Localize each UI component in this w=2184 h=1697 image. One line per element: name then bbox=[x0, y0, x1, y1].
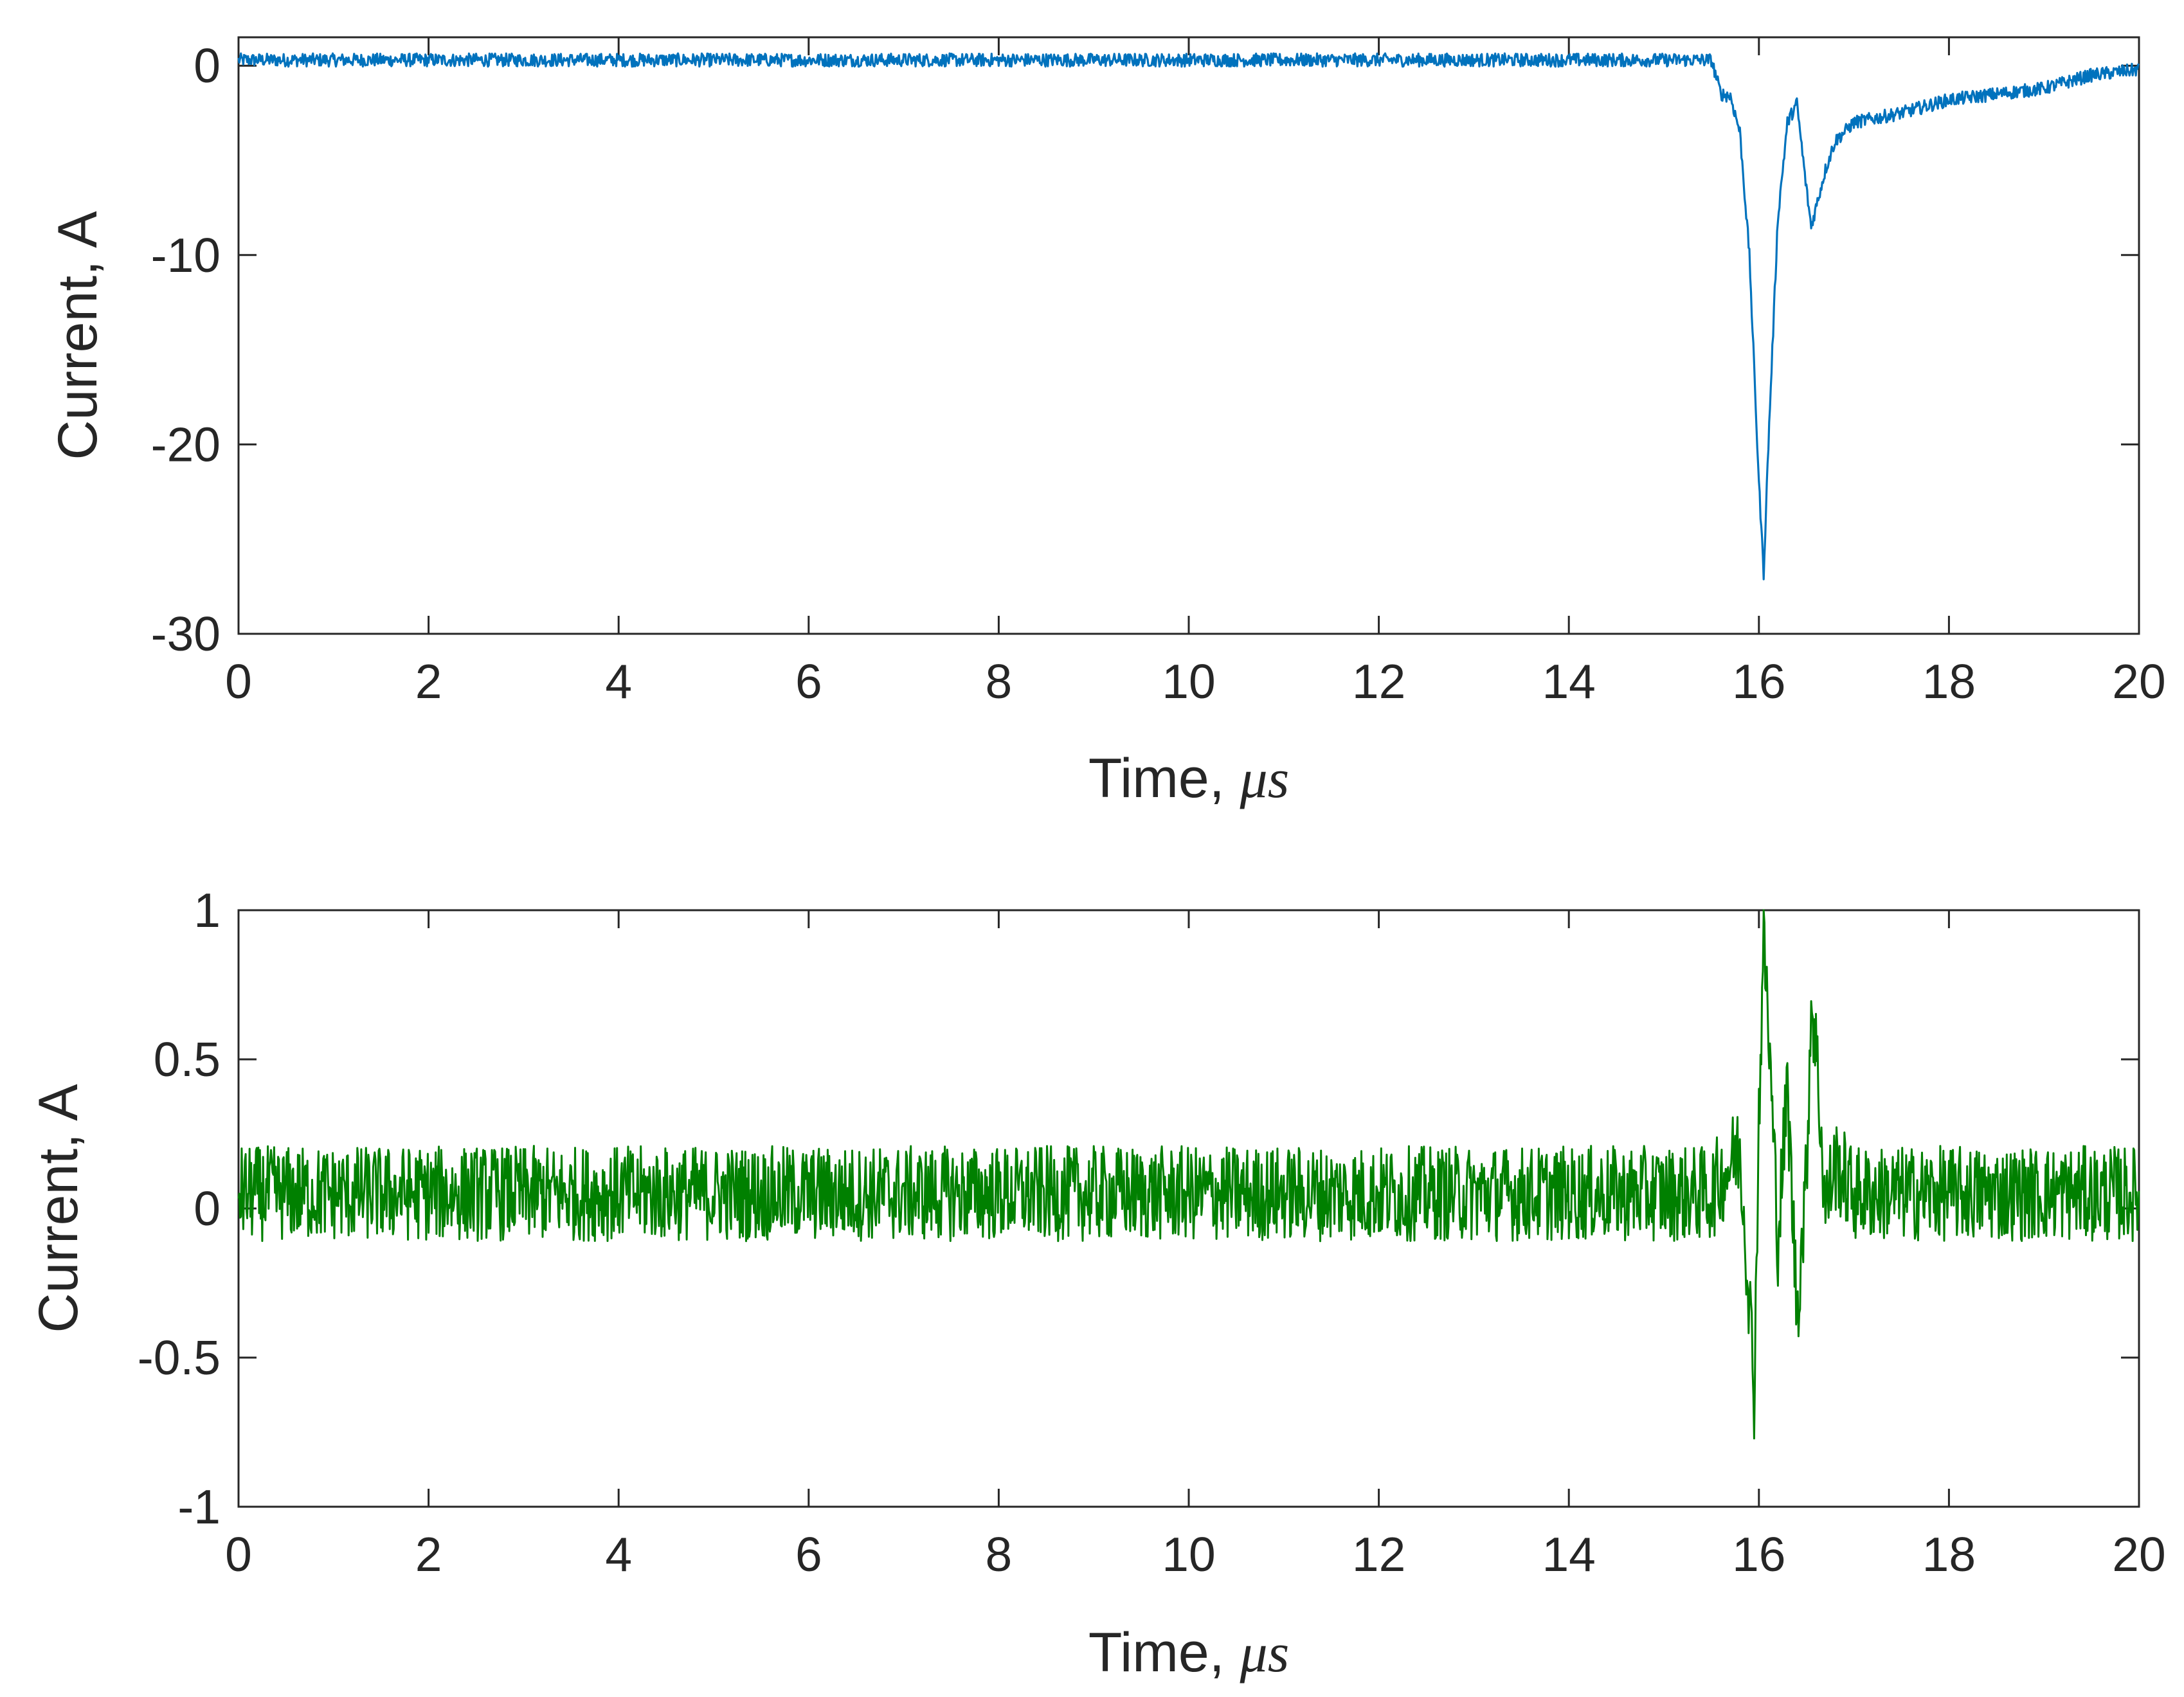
x-tick-label-top-8: 16 bbox=[1732, 654, 1785, 708]
x-tick-label-top-9: 18 bbox=[1922, 654, 1976, 708]
y-tick-label-bottom-4: -1 bbox=[177, 1480, 221, 1534]
x-tick-label-top-3: 6 bbox=[795, 654, 822, 708]
y-tick-label-bottom-0: 1 bbox=[194, 883, 221, 937]
x-tick-label-bottom-7: 14 bbox=[1542, 1527, 1595, 1581]
x-tick-label-bottom-6: 12 bbox=[1352, 1527, 1405, 1581]
x-tick-label-bottom-10: 20 bbox=[2112, 1527, 2165, 1581]
y-tick-label-top-3: -30 bbox=[151, 607, 221, 661]
x-tick-label-top-6: 12 bbox=[1352, 654, 1405, 708]
y-axis-label-top: Current, A bbox=[47, 211, 109, 460]
top-ticks bbox=[237, 37, 2140, 635]
x-tick-label-top-4: 8 bbox=[986, 654, 1013, 708]
x-tick-label-bottom-3: 6 bbox=[795, 1527, 822, 1581]
y-tick-label-bottom-2: 0 bbox=[194, 1181, 221, 1235]
y-tick-label-bottom-1: 0.5 bbox=[154, 1032, 221, 1086]
x-tick-label-bottom-5: 10 bbox=[1162, 1527, 1215, 1581]
top-tick-labels: 0 2 4 6 8 10 12 14 16 18 20 0 -10 -20 -30 bbox=[151, 39, 2166, 708]
x-tick-label-bottom-8: 16 bbox=[1732, 1527, 1785, 1581]
y-axis-label-bottom: Current, A bbox=[28, 1084, 89, 1333]
x-tick-label-top-5: 10 bbox=[1162, 654, 1215, 708]
x-tick-label-bottom-2: 4 bbox=[605, 1527, 632, 1581]
y-tick-label-top-0: 0 bbox=[194, 39, 221, 93]
x-tick-label-top-2: 4 bbox=[605, 654, 632, 708]
x-tick-label-top-7: 14 bbox=[1542, 654, 1595, 708]
x-tick-label-bottom-1: 2 bbox=[415, 1527, 442, 1581]
chart-bottom: 0 2 4 6 8 10 12 14 16 18 20 1 0.5 0 -0.5 -1 Time, μs Cu… bbox=[28, 883, 2166, 1684]
x-axis-label-top: Time, μs bbox=[1088, 748, 1289, 809]
x-tick-label-bottom-4: 8 bbox=[986, 1527, 1013, 1581]
x-tick-label-bottom-9: 18 bbox=[1922, 1527, 1976, 1581]
x-tick-label-bottom-0: 0 bbox=[225, 1527, 252, 1581]
y-tick-label-top-1: -10 bbox=[151, 228, 221, 282]
y-tick-label-bottom-3: -0.5 bbox=[138, 1331, 221, 1385]
series-line-bottom bbox=[237, 909, 2140, 1440]
x-tick-label-top-10: 20 bbox=[2112, 654, 2165, 708]
x-tick-label-top-1: 2 bbox=[415, 654, 442, 708]
bottom-tick-labels: 0 2 4 6 8 10 12 14 16 18 20 1 0.5 0 -0.5 -1 bbox=[138, 883, 2166, 1581]
chart-top: 0 2 4 6 8 10 12 14 16 18 20 0 -10 -20 -30 Time, μs Cur… bbox=[47, 36, 2166, 809]
x-axis-label-bottom: Time, μs bbox=[1088, 1622, 1289, 1684]
series-line-top bbox=[237, 52, 2140, 580]
y-tick-label-top-2: -20 bbox=[151, 417, 221, 471]
x-tick-label-top-0: 0 bbox=[225, 654, 252, 708]
